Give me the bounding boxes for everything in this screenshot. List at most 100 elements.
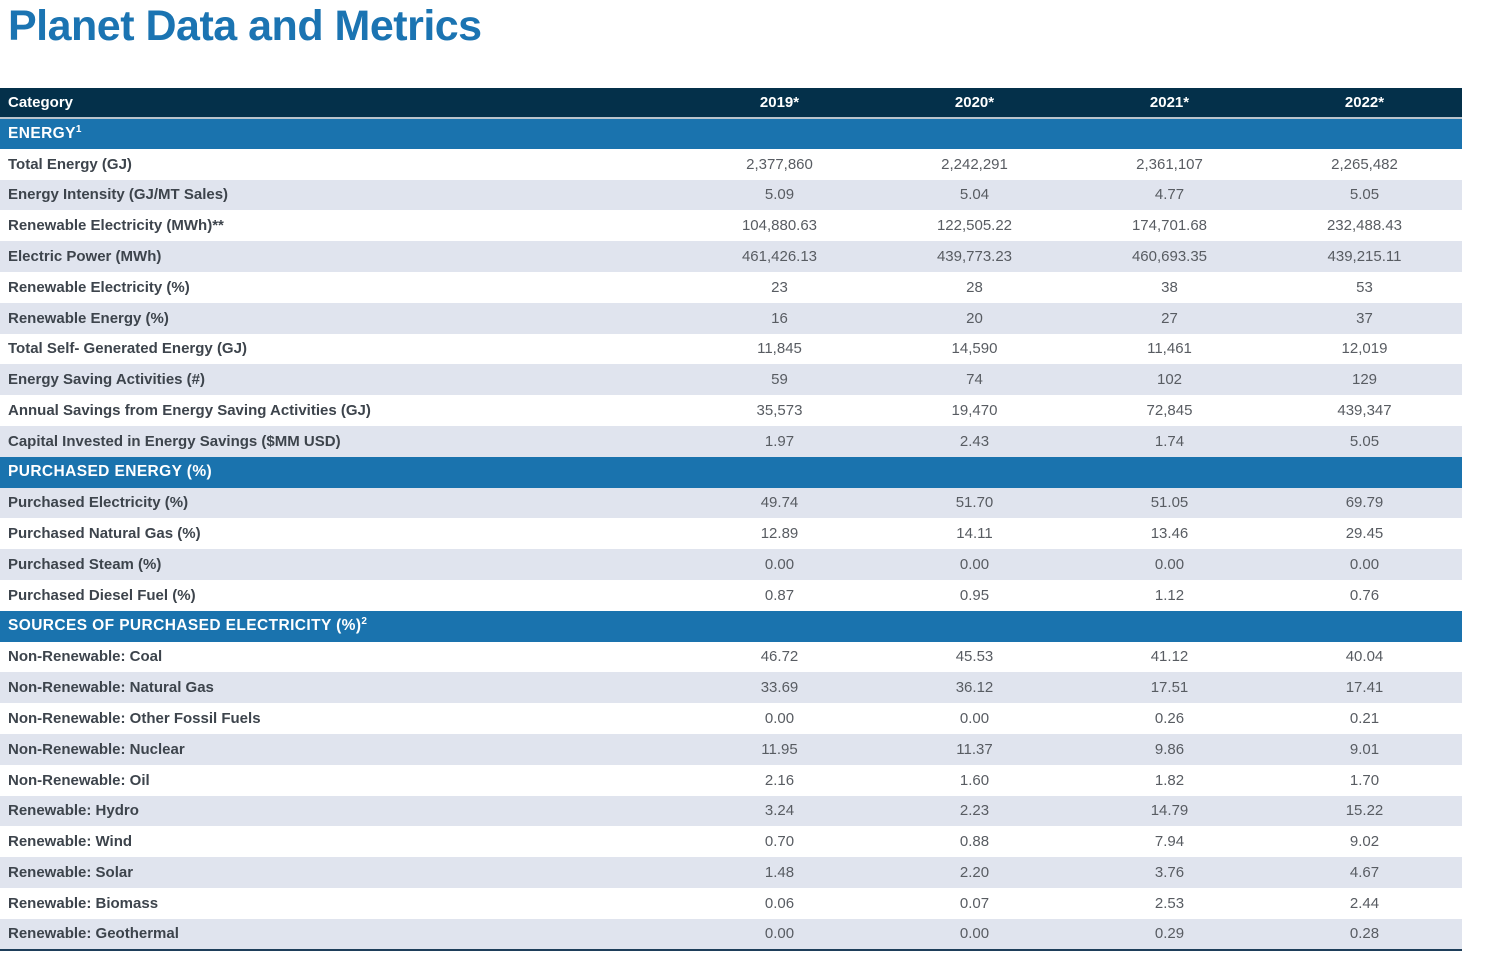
value-cell: 16	[682, 302, 877, 334]
value-cell: 0.00	[1267, 549, 1462, 580]
category-cell: Electric Power (MWh)	[0, 241, 682, 272]
category-cell: Purchased Steam (%)	[0, 549, 682, 580]
value-cell: 122,505.22	[936, 217, 1013, 235]
category-cell: Renewable: Wind	[8, 833, 133, 851]
section-header-footnote: 1	[75, 123, 82, 135]
value-cell: 2.20	[877, 857, 1072, 888]
value-cell: 4.67	[1267, 857, 1462, 888]
category-cell: Renewable: Hydro	[0, 795, 682, 827]
value-cell: 5.05	[1267, 179, 1462, 211]
category-cell: Total Energy (GJ)	[8, 155, 132, 173]
value-cell: 28	[966, 278, 983, 296]
value-cell: 460,693.35	[1072, 241, 1267, 272]
value-cell: 59	[682, 364, 877, 396]
table-row: Purchased Natural Gas (%) 12.89 14.11 13.46…	[0, 518, 1462, 549]
value-cell: 2.23	[877, 795, 1072, 827]
value-cell: 1.48	[682, 857, 877, 888]
value-cell: 0.00	[682, 549, 877, 580]
value-cell: 0.87	[764, 586, 795, 604]
value-cell: 53	[1356, 278, 1373, 296]
table-row: Purchased Steam (%) 0.00 0.00 0.00 0.00	[0, 549, 1462, 580]
column-header-category: Category	[0, 88, 682, 119]
category-cell: Purchased Natural Gas (%)	[8, 525, 201, 543]
value-cell: 45.53	[955, 648, 994, 666]
value-cell: 12,019	[1341, 340, 1388, 358]
table-row: Non-Renewable: Oil 2.16 1.60 1.82 1.70	[0, 765, 1462, 796]
table-row: Non-Renewable: Natural Gas 33.69 36.12 17.5…	[0, 672, 1462, 704]
table-row: Capital Invested in Energy Savings ($MM …	[0, 425, 1462, 457]
table-row: Non-Renewable: Coal 46.72 45.53 41.12 40.04	[0, 642, 1462, 673]
value-cell: 2,361,107	[1136, 155, 1203, 173]
category-cell: Energy Intensity (GJ/MT Sales)	[0, 179, 682, 211]
value-cell: 9.01	[1267, 733, 1462, 765]
value-cell: 0.00	[959, 710, 990, 728]
value-cell: 51.70	[877, 487, 1072, 519]
value-cell: 3.76	[1072, 857, 1267, 888]
table-row: Non-Renewable: Nuclear 11.95 11.37 9.86 9.01	[0, 733, 1462, 765]
section-header-cell: SOURCES OF PURCHASED ELECTRICITY (%)2	[0, 610, 1462, 642]
value-cell: 0.76	[1349, 586, 1380, 604]
value-cell: 1.12	[1154, 586, 1185, 604]
table-row: Non-Renewable: Other Fossil Fuels 0.00 0.0…	[0, 703, 1462, 734]
value-cell: 11.37	[877, 733, 1072, 765]
value-cell: 17.41	[1267, 672, 1462, 704]
category-cell: Non-Renewable: Oil	[8, 771, 150, 789]
value-cell: 5.04	[877, 179, 1072, 211]
value-cell: 2,265,482	[1331, 155, 1398, 173]
category-cell: Renewable: Geothermal	[0, 918, 682, 950]
value-cell: 0.95	[959, 586, 990, 604]
value-cell: 4.77	[1072, 179, 1267, 211]
value-cell: 36.12	[877, 672, 1072, 704]
value-cell: 5.05	[1267, 425, 1462, 457]
value-cell: 37	[1267, 302, 1462, 334]
value-cell: 439,347	[1337, 402, 1392, 420]
section-header-row: ENERGY1	[0, 118, 1462, 149]
value-cell: 38	[1161, 278, 1178, 296]
table-row: Renewable: Wind 0.70 0.88 7.94 9.02	[0, 826, 1462, 857]
section-header-label: SOURCES OF PURCHASED ELECTRICITY (%)	[8, 617, 362, 635]
value-cell: 9.02	[1349, 833, 1380, 851]
column-header-2022: 2022*	[1267, 88, 1462, 119]
value-cell: 14.79	[1072, 795, 1267, 827]
value-cell: 33.69	[682, 672, 877, 704]
value-cell: 9.86	[1072, 733, 1267, 765]
value-cell: 19,470	[951, 402, 998, 420]
value-cell: 461,426.13	[682, 241, 877, 272]
category-cell: Renewable Energy (%)	[0, 302, 682, 334]
table-row: Energy Saving Activities (#) 59 74 102 129	[0, 364, 1462, 396]
section-header-cell: PURCHASED ENERGY (%)	[0, 456, 1462, 488]
table-row: Renewable: Solar 1.48 2.20 3.76 4.67	[0, 857, 1462, 888]
value-cell: 15.22	[1267, 795, 1462, 827]
table-header-row: Category 2019* 2020* 2021* 2022*	[0, 88, 1462, 119]
category-cell: Purchased Electricity (%)	[0, 487, 682, 519]
section-header-row: PURCHASED ENERGY (%)	[0, 456, 1462, 488]
category-cell: Capital Invested in Energy Savings ($MM …	[0, 425, 682, 457]
value-cell: 14.11	[956, 525, 993, 543]
planet-metrics-table: Category 2019* 2020* 2021* 2022* ENERGY1…	[0, 88, 1462, 951]
value-cell: 74	[877, 364, 1072, 396]
value-cell: 129	[1267, 364, 1462, 396]
value-cell: 2.44	[1349, 894, 1380, 912]
value-cell: 17.51	[1072, 672, 1267, 704]
value-cell: 41.12	[1150, 648, 1189, 666]
value-cell: 14,590	[951, 340, 998, 358]
value-cell: 0.00	[764, 710, 795, 728]
value-cell: 72,845	[1146, 402, 1193, 420]
value-cell: 11,845	[757, 340, 802, 358]
category-cell: Purchased Diesel Fuel (%)	[8, 586, 196, 604]
value-cell: 0.00	[1072, 549, 1267, 580]
value-cell: 102	[1072, 364, 1267, 396]
category-cell: Renewable: Biomass	[8, 894, 159, 912]
value-cell: 49.74	[682, 487, 877, 519]
category-cell: Non-Renewable: Natural Gas	[0, 672, 682, 704]
value-cell: 1.74	[1072, 425, 1267, 457]
value-cell: 3.24	[682, 795, 877, 827]
value-cell: 0.00	[682, 918, 877, 950]
value-cell: 1.97	[682, 425, 877, 457]
table-row: Total Self- Generated Energy (GJ) 11,845 1…	[0, 334, 1462, 365]
column-header-2020: 2020*	[877, 88, 1072, 119]
value-cell: 0.88	[959, 833, 990, 851]
value-cell: 2,242,291	[941, 155, 1008, 173]
category-cell: Renewable Electricity (MWh)**	[8, 217, 224, 235]
